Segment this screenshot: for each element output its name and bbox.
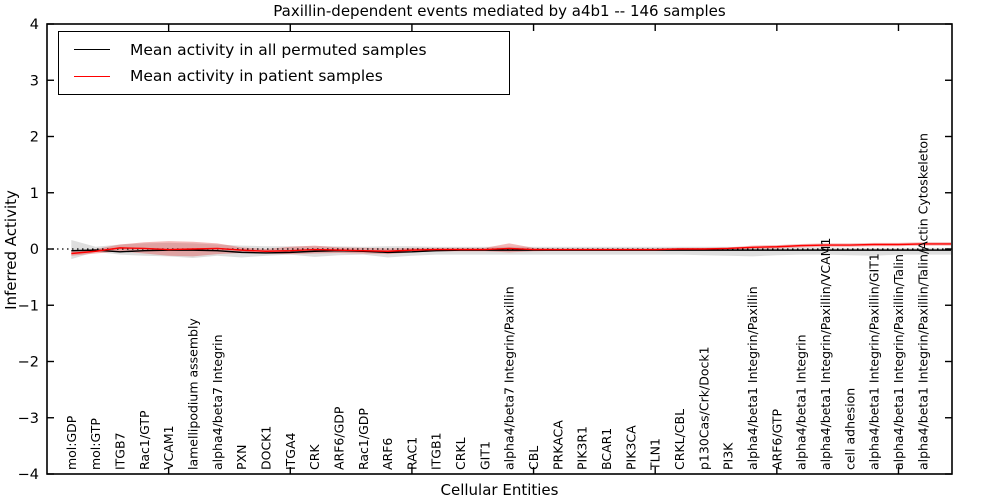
legend-item-permuted: Mean activity in all permuted samples xyxy=(59,41,509,59)
x-category-label: alpha4/beta7 Integrin/Paxillin xyxy=(502,286,517,470)
x-category-label: TLN1 xyxy=(648,438,663,471)
x-category-label: DOCK1 xyxy=(258,426,273,470)
x-category-label: p130Cas/Crk/Dock1 xyxy=(696,346,711,470)
x-category-label: ITGA4 xyxy=(283,432,298,470)
x-category-label: mol:GTP xyxy=(88,418,103,470)
x-category-label: PXN xyxy=(234,445,249,470)
x-category-label: VCAM1 xyxy=(161,425,176,470)
x-category-label: ARF6/GDP xyxy=(331,406,346,470)
y-tick-label: −3 xyxy=(18,411,39,427)
x-category-label: ITGB1 xyxy=(429,432,444,470)
x-category-label: alpha4/beta1 Integrin/Paxillin/VCAM1 xyxy=(818,238,833,470)
y-tick-label: 1 xyxy=(30,186,39,202)
x-category-label: BCAR1 xyxy=(599,428,614,470)
legend-label-patient: Mean activity in patient samples xyxy=(130,67,383,86)
x-category-label: PIK3CA xyxy=(623,425,638,470)
y-tick-label: 3 xyxy=(30,73,39,89)
x-category-label: Rac1/GTP xyxy=(137,410,152,470)
permuted-line-swatch xyxy=(74,49,110,51)
patient-mean-line xyxy=(71,243,951,255)
y-tick-label: −2 xyxy=(18,355,39,371)
x-category-label: alpha4/beta1 Integrin/Paxillin xyxy=(745,286,760,470)
x-category-label: CBL xyxy=(526,446,541,470)
x-category-label: mol:GDP xyxy=(64,415,79,470)
x-category-label: RAC1 xyxy=(404,437,419,470)
x-category-label: CRK xyxy=(307,444,322,470)
y-tick-label: −1 xyxy=(18,298,39,314)
x-category-label: cell adhesion xyxy=(842,388,857,470)
patient-line-swatch xyxy=(74,75,110,77)
x-category-label: CRKL/CBL xyxy=(672,409,687,470)
x-axis-label: Cellular Entities xyxy=(440,481,559,499)
chart-title: Paxillin-dependent events mediated by a4… xyxy=(273,2,726,20)
legend-label-permuted: Mean activity in all permuted samples xyxy=(130,40,427,59)
legend: Mean activity in all permuted samples Me… xyxy=(58,31,510,95)
x-category-label: ARF6 xyxy=(380,438,395,470)
x-category-label: PI3K xyxy=(721,442,736,470)
permuted-mean-line xyxy=(71,249,951,254)
x-category-label: PRKACA xyxy=(550,420,565,470)
x-category-label: alpha4/beta1 Integrin/Paxillin/GIT1 xyxy=(867,253,882,470)
x-category-label: CRKL xyxy=(453,437,468,470)
x-category-label: ITGB7 xyxy=(112,432,127,470)
x-category-label: lamellipodium assembly xyxy=(185,318,200,470)
x-category-label: GIT1 xyxy=(477,441,492,470)
x-category-label: alpha4/beta1 Integrin xyxy=(794,334,809,470)
x-category-label: PIK3R1 xyxy=(575,426,590,470)
x-category-label: alpha4/beta1 Integrin/Paxillin/Talin xyxy=(891,254,906,470)
y-tick-label: 4 xyxy=(30,17,39,33)
y-tick-label: −4 xyxy=(18,467,39,483)
legend-item-patient: Mean activity in patient samples xyxy=(59,67,509,85)
x-category-label: alpha4/beta1 Integrin/Paxillin/Talin/Act… xyxy=(915,133,930,470)
y-tick-label: 2 xyxy=(30,130,39,146)
x-category-label: alpha4/beta7 Integrin xyxy=(210,334,225,470)
x-category-label: Rac1/GDP xyxy=(356,408,371,470)
y-tick-label: 0 xyxy=(30,242,39,258)
x-category-label: ARF6/GTP xyxy=(769,409,784,470)
